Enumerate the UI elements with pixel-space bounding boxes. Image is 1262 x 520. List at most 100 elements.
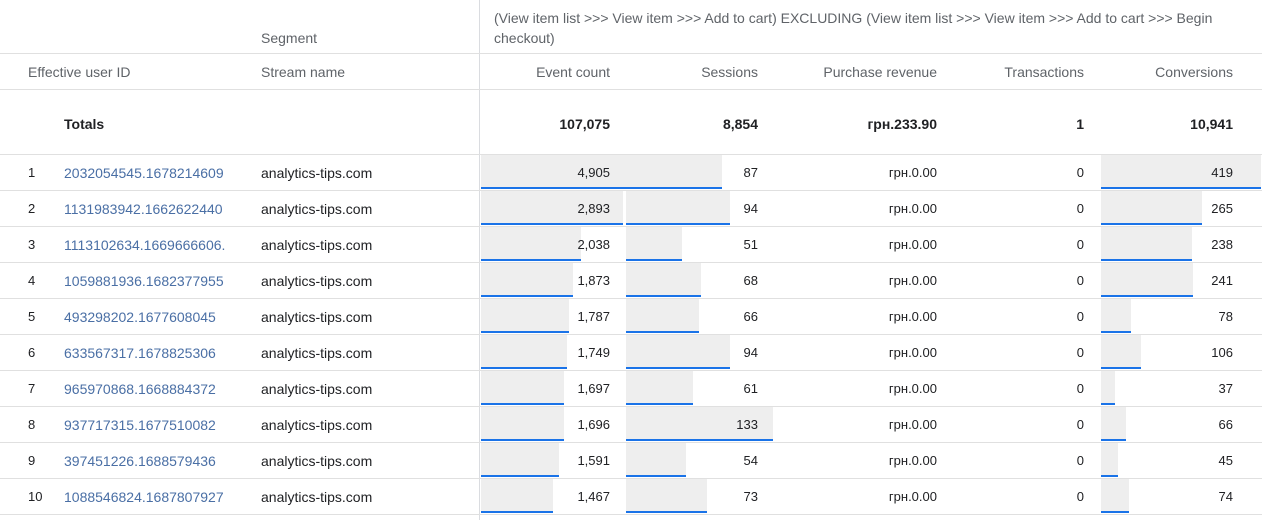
- transactions-value: 0: [1076, 309, 1084, 324]
- purchase-revenue-value: грн.0.00: [888, 381, 937, 396]
- conversions-bar: [1101, 155, 1261, 189]
- table-row: 5 493298202.1677608045 analytics-tips.com 1…: [0, 299, 1262, 335]
- user-id-link[interactable]: 937717315.1677510082: [64, 417, 216, 433]
- table-row: 8 937717315.1677510082 analytics-tips.com 1…: [0, 407, 1262, 443]
- stream-name: analytics-tips.com: [261, 489, 373, 505]
- sessions-bar: [626, 407, 773, 441]
- purchase-revenue-value: грн.0.00: [888, 345, 937, 360]
- user-id-link[interactable]: 1113102634.1669666606.: [64, 237, 226, 253]
- row-number: 7: [28, 381, 36, 396]
- purchase-revenue-value: грн.0.00: [888, 273, 937, 288]
- event-count-bar: [481, 479, 553, 513]
- event-count-value: 1,873: [577, 273, 610, 288]
- conversions-value: 419: [1211, 165, 1233, 180]
- purchase-revenue-value: грн.0.00: [888, 237, 937, 252]
- user-id-link[interactable]: 1088546824.1687807927: [64, 489, 224, 505]
- segment-label: Segment: [261, 30, 318, 46]
- sessions-value: 66: [743, 309, 758, 324]
- header-conversions[interactable]: Conversions: [1155, 64, 1233, 80]
- conversions-bar: [1101, 191, 1202, 225]
- totals-transactions: 1: [1076, 116, 1084, 132]
- event-count-value: 2,893: [577, 201, 610, 216]
- user-id-link[interactable]: 633567317.1678825306: [64, 345, 216, 361]
- user-id-link[interactable]: 965970868.1668884372: [64, 381, 216, 397]
- sessions-value: 94: [743, 345, 758, 360]
- totals-event-count: 107,075: [559, 116, 610, 132]
- stream-name: analytics-tips.com: [261, 165, 373, 181]
- header-purchase-revenue[interactable]: Purchase revenue: [823, 64, 937, 80]
- stream-name: analytics-tips.com: [261, 237, 373, 253]
- user-id-link[interactable]: 493298202.1677608045: [64, 309, 216, 325]
- table-row: 1 2032054545.1678214609 analytics-tips.com…: [0, 155, 1262, 191]
- table-row: 6 633567317.1678825306 analytics-tips.com 1…: [0, 335, 1262, 371]
- event-count-bar: [481, 191, 623, 225]
- row-number: 5: [28, 309, 36, 324]
- transactions-value: 0: [1076, 417, 1084, 432]
- sessions-value: 87: [743, 165, 758, 180]
- transactions-value: 0: [1076, 453, 1084, 468]
- sessions-bar: [626, 299, 699, 333]
- row-number: 10: [28, 489, 43, 504]
- table-row: 4 1059881936.1682377955 analytics-tips.com…: [0, 263, 1262, 299]
- row-number: 1: [28, 165, 36, 180]
- conversions-bar: [1101, 371, 1115, 405]
- conversions-value: 74: [1218, 489, 1233, 504]
- row-number: 8: [28, 417, 36, 432]
- event-count-bar: [481, 227, 581, 261]
- conversions-value: 106: [1211, 345, 1233, 360]
- header-stream-name[interactable]: Stream name: [261, 64, 346, 80]
- purchase-revenue-value: грн.0.00: [888, 201, 937, 216]
- conversions-bar: [1101, 443, 1118, 477]
- table-row: 2 1131983942.1662622440 analytics-tips.com…: [0, 191, 1262, 227]
- transactions-value: 0: [1076, 237, 1084, 252]
- conversions-bar: [1101, 335, 1141, 369]
- totals-label: Totals: [64, 116, 105, 132]
- stream-name: analytics-tips.com: [261, 453, 373, 469]
- stream-name: analytics-tips.com: [261, 381, 373, 397]
- conversions-bar: [1101, 227, 1192, 261]
- header-event-count[interactable]: Event count: [536, 64, 610, 80]
- stream-name: analytics-tips.com: [261, 201, 373, 217]
- sessions-bar: [626, 371, 693, 405]
- event-count-bar: [481, 263, 573, 297]
- row-number: 3: [28, 237, 36, 252]
- totals-purchase-revenue: грн.233.90: [867, 116, 937, 132]
- row-number: 2: [28, 201, 36, 216]
- user-id-link[interactable]: 1059881936.1682377955: [64, 273, 224, 289]
- user-id-link[interactable]: 1131983942.1662622440: [64, 201, 223, 217]
- purchase-revenue-value: грн.0.00: [888, 417, 937, 432]
- event-count-bar: [481, 335, 567, 369]
- transactions-value: 0: [1076, 381, 1084, 396]
- header-sessions[interactable]: Sessions: [701, 64, 758, 80]
- conversions-value: 241: [1211, 273, 1233, 288]
- totals-row: Totals 107,075 8,854 грн.233.90 1 10,941: [0, 90, 1262, 155]
- conversions-bar: [1101, 263, 1193, 297]
- purchase-revenue-value: грн.0.00: [888, 489, 937, 504]
- sessions-bar: [626, 191, 730, 225]
- event-count-bar: [481, 371, 564, 405]
- table-row: 7 965970868.1668884372 analytics-tips.com 1…: [0, 371, 1262, 407]
- event-count-bar: [481, 407, 564, 441]
- sessions-bar: [626, 263, 701, 297]
- purchase-revenue-value: грн.0.00: [888, 453, 937, 468]
- transactions-value: 0: [1076, 165, 1084, 180]
- segment-title: (View item list >>> View item >>> Add to…: [494, 10, 1213, 46]
- user-id-link[interactable]: 2032054545.1678214609: [64, 165, 224, 181]
- sessions-bar: [626, 443, 686, 477]
- table-row: 3 1113102634.1669666606. analytics-tips.co…: [0, 227, 1262, 263]
- header-transactions[interactable]: Transactions: [1004, 64, 1084, 80]
- conversions-value: 37: [1218, 381, 1233, 396]
- header-effective-user-id[interactable]: Effective user ID: [28, 64, 131, 80]
- conversions-bar: [1101, 479, 1129, 513]
- sessions-bar: [626, 335, 730, 369]
- stream-name: analytics-tips.com: [261, 273, 373, 289]
- sessions-value: 51: [743, 237, 758, 252]
- user-id-link[interactable]: 397451226.1688579436: [64, 453, 216, 469]
- event-count-bar: [481, 299, 569, 333]
- column-header-row: Effective user ID Stream name Event coun…: [0, 54, 1262, 90]
- row-number: 4: [28, 273, 36, 288]
- sessions-value: 73: [743, 489, 758, 504]
- conversions-value: 45: [1218, 453, 1233, 468]
- sessions-bar: [626, 227, 682, 261]
